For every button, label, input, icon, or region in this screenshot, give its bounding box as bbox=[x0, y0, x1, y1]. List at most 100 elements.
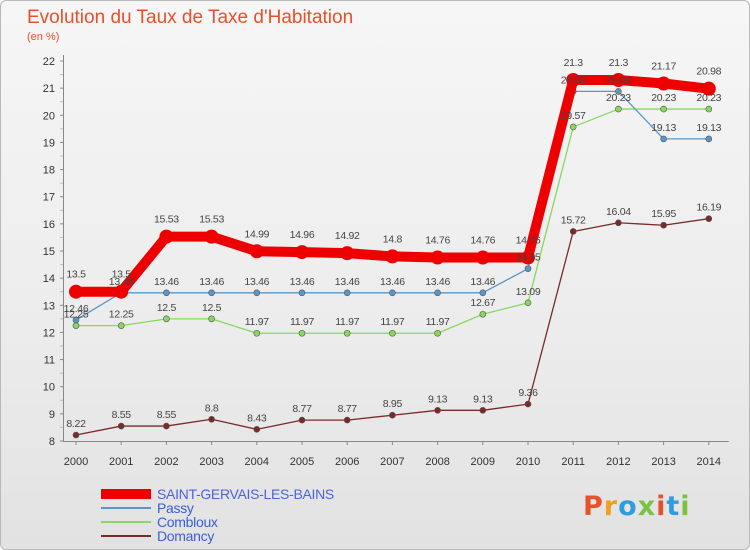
data-label-0: 21.17 bbox=[651, 61, 676, 73]
series-point-2 bbox=[72, 322, 80, 329]
data-label-2: 12.25 bbox=[64, 309, 89, 321]
data-label-2: 19.57 bbox=[561, 110, 586, 122]
series-point-2 bbox=[389, 329, 396, 337]
data-label-0: 20.98 bbox=[696, 66, 721, 78]
series-point-2 bbox=[569, 123, 577, 131]
series-point-0 bbox=[566, 73, 581, 87]
data-label-3: 9.13 bbox=[473, 393, 493, 405]
series-point-0 bbox=[159, 229, 174, 244]
data-label-1: 19.13 bbox=[696, 122, 721, 134]
data-label-0: 14.96 bbox=[290, 229, 315, 241]
legend-label: Domancy bbox=[157, 528, 215, 544]
data-label-2: 12.5 bbox=[157, 302, 177, 314]
legend-item: SAINT-GERVAIS-LES-BAINS bbox=[101, 486, 401, 502]
axes: 8 9 10 11 12 13 14 15 16 17 18 19 20 21 22 2000 2001 2002… bbox=[43, 55, 729, 468]
y-tick-label: 16 bbox=[43, 219, 55, 231]
series-point-0 bbox=[204, 229, 219, 244]
y-tick-label: 9 bbox=[49, 409, 55, 421]
data-label-3: 8.55 bbox=[157, 409, 177, 421]
series-point-3 bbox=[524, 400, 532, 408]
data-label-2: 20.23 bbox=[651, 92, 676, 104]
y-tick-label: 22 bbox=[43, 56, 55, 68]
y-tick-label: 18 bbox=[43, 165, 55, 177]
proxiti-logo: Proxiti bbox=[583, 491, 691, 522]
legend-swatch bbox=[101, 521, 151, 523]
legend-label: SAINT-GERVAIS-LES-BAINS bbox=[157, 486, 334, 502]
data-label-1: 14.35 bbox=[516, 252, 541, 264]
data-label-1: 13.46 bbox=[290, 276, 315, 288]
series-point-1 bbox=[479, 289, 487, 297]
series-point-3 bbox=[72, 431, 80, 439]
data-label-3: 8.8 bbox=[205, 402, 219, 414]
series-point-3 bbox=[389, 411, 396, 419]
x-tick-label: 2008 bbox=[425, 456, 449, 468]
series-point-2 bbox=[660, 105, 667, 113]
logo-letter: i bbox=[680, 491, 691, 522]
data-label-2: 11.97 bbox=[245, 316, 269, 328]
series-point-0 bbox=[69, 284, 83, 299]
data-label-0: 13.5 bbox=[66, 269, 86, 281]
data-label-2: 12.25 bbox=[109, 309, 134, 321]
y-tick-label: 12 bbox=[43, 327, 55, 339]
series-point-3 bbox=[569, 228, 577, 235]
series-point-3 bbox=[615, 219, 622, 227]
legend-swatch bbox=[101, 507, 151, 509]
logo-letter: i bbox=[656, 491, 667, 522]
data-label-3: 15.95 bbox=[651, 208, 676, 220]
series-point-3 bbox=[479, 407, 487, 414]
logo-letter: r bbox=[603, 491, 619, 522]
x-tick-label: 2013 bbox=[651, 456, 675, 468]
data-label-0: 15.53 bbox=[199, 214, 224, 226]
series-point-2 bbox=[615, 105, 622, 113]
x-tick-label: 2010 bbox=[516, 456, 540, 468]
series-point-1 bbox=[253, 289, 261, 297]
legend-item: Passy bbox=[101, 500, 401, 516]
logo-letter: o bbox=[618, 491, 638, 522]
data-label-2: 11.97 bbox=[380, 316, 404, 328]
data-labels: 13.5 13.5 15.53 15.53 14.99 14.96 14.92 14.8 14.… bbox=[64, 57, 722, 430]
series-point-3 bbox=[343, 416, 351, 424]
y-tick-label: 20 bbox=[43, 110, 55, 122]
series-point-2 bbox=[163, 315, 170, 323]
legend-item: Domancy bbox=[101, 528, 401, 544]
logo-letter: t bbox=[666, 491, 681, 522]
series-point-1 bbox=[705, 135, 713, 143]
legend-label: Combloux bbox=[157, 514, 218, 530]
x-tick-label: 2011 bbox=[561, 456, 585, 468]
series-point-0 bbox=[249, 244, 264, 259]
data-label-0: 21.3 bbox=[609, 57, 629, 69]
y-tick-label: 19 bbox=[43, 137, 55, 149]
legend-label: Passy bbox=[157, 500, 194, 516]
series-point-1 bbox=[389, 289, 396, 297]
logo-letter: x bbox=[637, 491, 657, 522]
series-point-3 bbox=[705, 215, 713, 222]
x-tick-label: 2005 bbox=[290, 456, 314, 468]
data-label-0: 14.76 bbox=[516, 235, 541, 247]
series-point-2 bbox=[208, 315, 215, 323]
x-tick-label: 2002 bbox=[154, 456, 178, 468]
data-label-2: 12.5 bbox=[202, 302, 222, 314]
data-label-1: 13.46 bbox=[109, 276, 134, 288]
data-label-1: 19.13 bbox=[651, 122, 676, 134]
data-label-1: 13.46 bbox=[470, 276, 495, 288]
legend: SAINT-GERVAIS-LES-BAINS Passy Combloux Doma… bbox=[101, 486, 401, 544]
data-label-1: 13.46 bbox=[244, 276, 269, 288]
data-label-2: 11.97 bbox=[290, 316, 314, 328]
series-point-2 bbox=[479, 310, 487, 318]
series-point-0 bbox=[521, 250, 535, 265]
data-label-0: 14.99 bbox=[244, 228, 269, 240]
series-point-0 bbox=[701, 81, 716, 96]
data-label-3: 8.55 bbox=[112, 409, 132, 421]
series-point-2 bbox=[434, 329, 441, 337]
y-tick-label: 11 bbox=[44, 355, 55, 367]
data-label-1: 20.88 bbox=[561, 74, 586, 86]
data-label-3: 8.43 bbox=[247, 412, 267, 424]
series-point-1 bbox=[208, 289, 215, 297]
data-label-2: 20.23 bbox=[696, 92, 721, 104]
data-label-3: 9.36 bbox=[518, 387, 538, 399]
series-point-1 bbox=[615, 88, 622, 95]
data-label-1: 13.46 bbox=[199, 276, 224, 288]
series-point-0 bbox=[430, 250, 445, 265]
series-point-1 bbox=[660, 135, 667, 143]
